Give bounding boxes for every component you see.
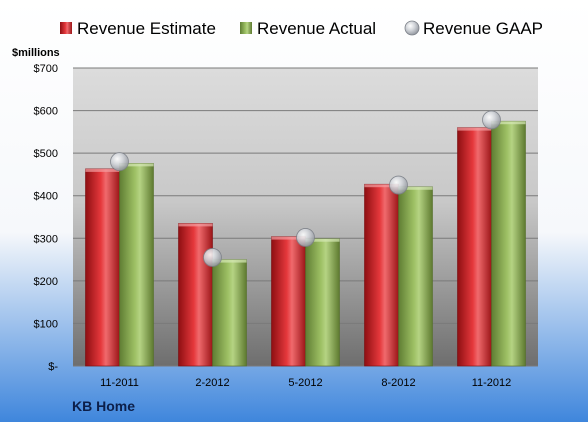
- estimate-bar-top: [271, 236, 306, 240]
- y-axis-label: $millions: [12, 47, 60, 59]
- legend: Revenue Estimate Revenue Actual Revenue GA…: [60, 19, 543, 38]
- company-name: KB Home: [72, 398, 135, 414]
- legend-label: Revenue Actual: [257, 19, 376, 38]
- actual-bar-top: [119, 163, 154, 167]
- gaap-marker: [482, 110, 501, 130]
- legend-swatch: [404, 20, 420, 36]
- y-tick-label: $100: [34, 318, 58, 330]
- actual-bar-top: [305, 238, 340, 242]
- x-tick-label: 11-2011: [100, 377, 139, 389]
- y-tick-label: $700: [34, 63, 58, 75]
- y-tick-label: $600: [34, 106, 58, 118]
- estimate-bar: [85, 168, 120, 367]
- y-tick-label: $300: [34, 233, 58, 245]
- estimate-bar: [364, 183, 399, 367]
- gaap-marker: [203, 248, 222, 267]
- estimate-bar: [178, 223, 213, 367]
- actual-bar: [305, 238, 340, 367]
- x-tick-label: 8-2012: [381, 377, 415, 389]
- x-tick-label: 5-2012: [288, 377, 322, 389]
- x-axis-ticks: 11-2011 2-2012 5-2012 8-2012 11-2012: [100, 377, 511, 389]
- legend-swatch: [240, 22, 252, 34]
- estimate-bar: [457, 127, 492, 367]
- actual-bar: [491, 120, 526, 367]
- actual-bar-top: [212, 259, 247, 263]
- legend-label: Revenue GAAP: [423, 19, 543, 38]
- y-tick-label: $400: [34, 191, 58, 203]
- legend-swatch: [60, 22, 72, 34]
- estimate-bar-top: [457, 127, 492, 131]
- actual-bar-top: [398, 186, 433, 190]
- gaap-marker: [110, 152, 129, 172]
- estimate-bar-top: [178, 223, 213, 227]
- estimate-bar-top: [364, 184, 399, 188]
- estimate-bar-top: [85, 168, 120, 172]
- actual-bar: [212, 259, 247, 367]
- bars: [85, 120, 526, 367]
- actual-bar: [398, 186, 433, 367]
- estimate-bar: [271, 236, 306, 367]
- y-tick-label: $500: [34, 148, 58, 160]
- y-tick-label: $-: [48, 361, 58, 373]
- actual-bar-top: [491, 121, 526, 125]
- x-tick-label: 11-2012: [472, 377, 512, 389]
- y-tick-label: $200: [34, 276, 58, 288]
- x-tick-label: 2-2012: [195, 377, 229, 389]
- gaap-markers: [110, 110, 501, 267]
- gaap-marker: [296, 228, 315, 247]
- legend-label: Revenue Estimate: [77, 19, 216, 38]
- actual-bar: [119, 163, 154, 367]
- gaap-marker: [389, 175, 408, 195]
- y-axis-ticks: $- $100 $200 $300 $400 $500 $600 $700: [34, 63, 59, 373]
